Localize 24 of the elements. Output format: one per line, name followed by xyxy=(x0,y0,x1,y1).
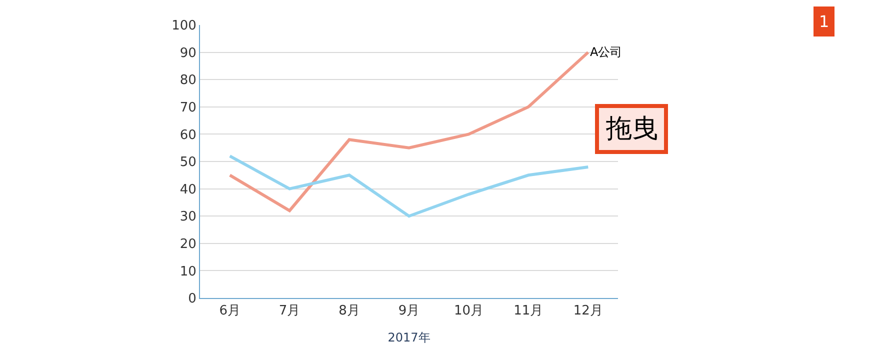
y-tick-label: 30 xyxy=(180,210,196,225)
annotation: 拖曳 xyxy=(605,114,658,144)
x-axis-title: 2017年 xyxy=(388,330,430,344)
text: 1 xyxy=(819,12,830,31)
x-tick-label: 6月 xyxy=(219,304,240,319)
y-tick-label: 70 xyxy=(180,100,196,116)
x-tick-label: 12月 xyxy=(573,304,603,319)
y-tick-label: 90 xyxy=(180,46,196,61)
x-tick-label: 9月 xyxy=(398,304,420,319)
y-tick-label: 20 xyxy=(180,236,196,252)
line-series xyxy=(228,50,590,212)
y-tick-label: 10 xyxy=(180,264,196,280)
x-tick-label: 11月 xyxy=(514,304,544,319)
x-tick-label: 10月 xyxy=(454,304,484,319)
y-tick-label: 60 xyxy=(180,128,196,143)
y-tick-label: 40 xyxy=(180,182,196,198)
y-tick-label: 50 xyxy=(180,155,196,170)
y-tick-label: 100 xyxy=(172,18,196,34)
series-label: A公司 xyxy=(590,45,622,59)
x-tick-label: 8月 xyxy=(338,304,360,319)
x-tick-label: 7月 xyxy=(278,304,300,319)
y-tick-label: 0 xyxy=(188,292,196,307)
line-series xyxy=(228,154,590,218)
y-tick-label: 80 xyxy=(180,73,196,88)
